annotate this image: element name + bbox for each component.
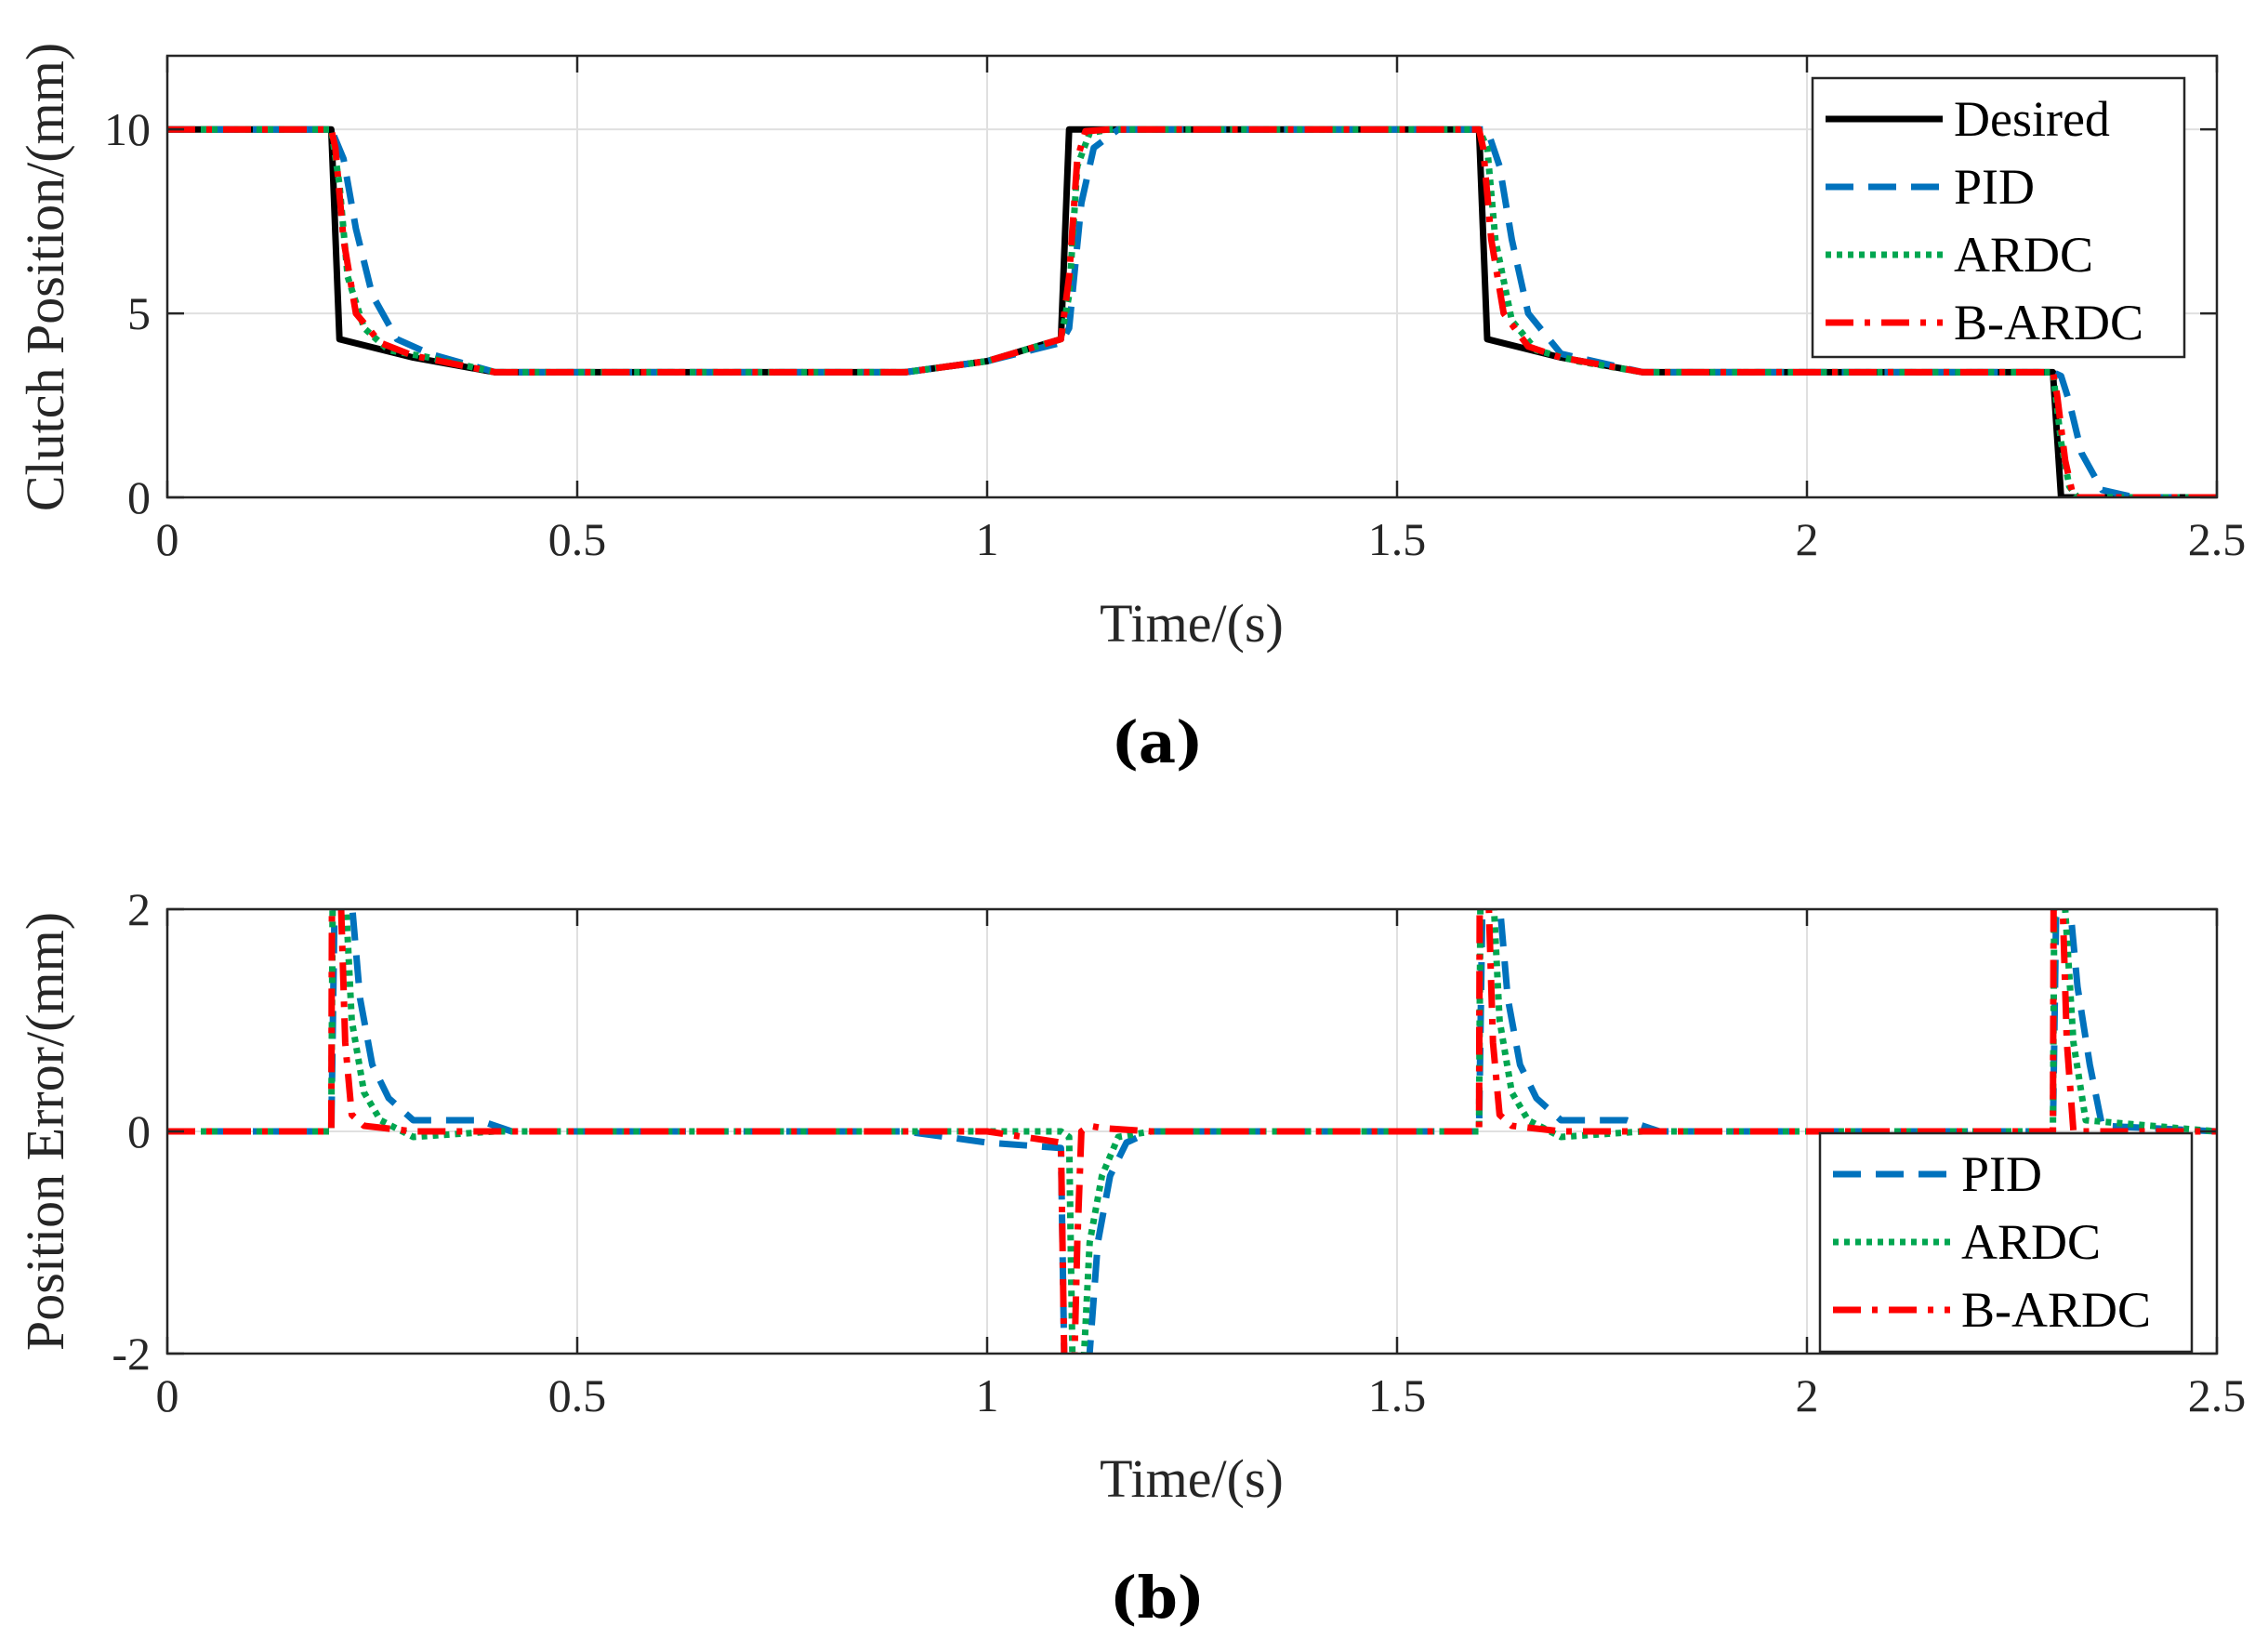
chart-a-ticks: 0 0.5 1 1.5 2 2.5 0 5 10 bbox=[104, 56, 2246, 565]
chart-0-xtick-label: 2.5 bbox=[2188, 513, 2247, 565]
series-line-pid bbox=[167, 909, 2217, 1354]
chart-1-ytick-label: -2 bbox=[112, 1328, 151, 1380]
chart-0-ytick-label: 10 bbox=[104, 103, 151, 155]
legend-label-ardc: ARDC bbox=[1954, 227, 2093, 283]
position-error-chart: 0 0.5 1 1.5 2 2.5-202 Time/(s) Position Error… bbox=[15, 883, 2246, 1632]
chart-a-frame bbox=[165, 54, 2219, 499]
chart-1-xtick-label: 1 bbox=[976, 1369, 999, 1421]
chart-0-xtick-label: 1.5 bbox=[1368, 513, 1427, 565]
clutch-position-chart: 0 0.5 1 1.5 2 2.5 0 5 10 Time/(s) Clutch Positio… bbox=[15, 43, 2246, 776]
chart-b-ylabel: Position Error/(mm) bbox=[15, 912, 75, 1351]
chart-a-ylabel: Clutch Position/(mm) bbox=[15, 43, 75, 511]
chart-1-xtick-label: 0 bbox=[156, 1369, 179, 1421]
legend-label-ardc: ARDC bbox=[1961, 1214, 2101, 1270]
chart-a-xlabel: Time/(s) bbox=[1100, 593, 1284, 654]
chart-1-xtick-label: 2 bbox=[1796, 1369, 1819, 1421]
chart-1-ytick-label: 2 bbox=[127, 883, 151, 935]
chart-b-caption: (b) bbox=[1110, 1564, 1205, 1632]
chart-0-ytick-label: 0 bbox=[127, 471, 151, 523]
chart-a-series bbox=[167, 126, 2217, 497]
chart-0-xtick-label: 1 bbox=[976, 513, 999, 565]
chart-0-ytick-label: 5 bbox=[127, 287, 151, 339]
series-line-ardc bbox=[167, 909, 2217, 1354]
chart-1-xtick-label: 1.5 bbox=[1368, 1369, 1427, 1421]
chart-b-xlabel: Time/(s) bbox=[1100, 1448, 1284, 1509]
series-line-b-ardc bbox=[167, 126, 2217, 497]
chart-a-caption: (a) bbox=[1112, 708, 1204, 776]
chart-1-xtick-label: 0.5 bbox=[548, 1369, 607, 1421]
legend-label-desired: Desired bbox=[1954, 91, 2110, 147]
chart-0-xtick-label: 2 bbox=[1796, 513, 1819, 565]
chart-0-legend-box bbox=[1811, 76, 2186, 359]
chart-b-legend: PID ARDC B-ARDC bbox=[1818, 1131, 2194, 1354]
chart-b-ticks: 0 0.5 1 1.5 2 2.5-202 bbox=[112, 883, 2246, 1421]
legend-label-pid: PID bbox=[1954, 159, 2035, 215]
chart-b-series bbox=[167, 909, 2217, 1354]
legend-label-b-ardc: B-ARDC bbox=[1961, 1282, 2151, 1338]
legend-label-b-ardc: B-ARDC bbox=[1954, 295, 2143, 350]
chart-a-legend: Desired PID ARDC B-ARDC bbox=[1811, 76, 2186, 359]
chart-1-xtick-label: 2.5 bbox=[2188, 1369, 2247, 1421]
chart-1-ytick-label: 0 bbox=[127, 1105, 151, 1157]
chart-0-xtick-label: 0 bbox=[156, 513, 179, 565]
chart-0-xtick-label: 0.5 bbox=[548, 513, 607, 565]
legend-label-pid: PID bbox=[1961, 1146, 2042, 1202]
